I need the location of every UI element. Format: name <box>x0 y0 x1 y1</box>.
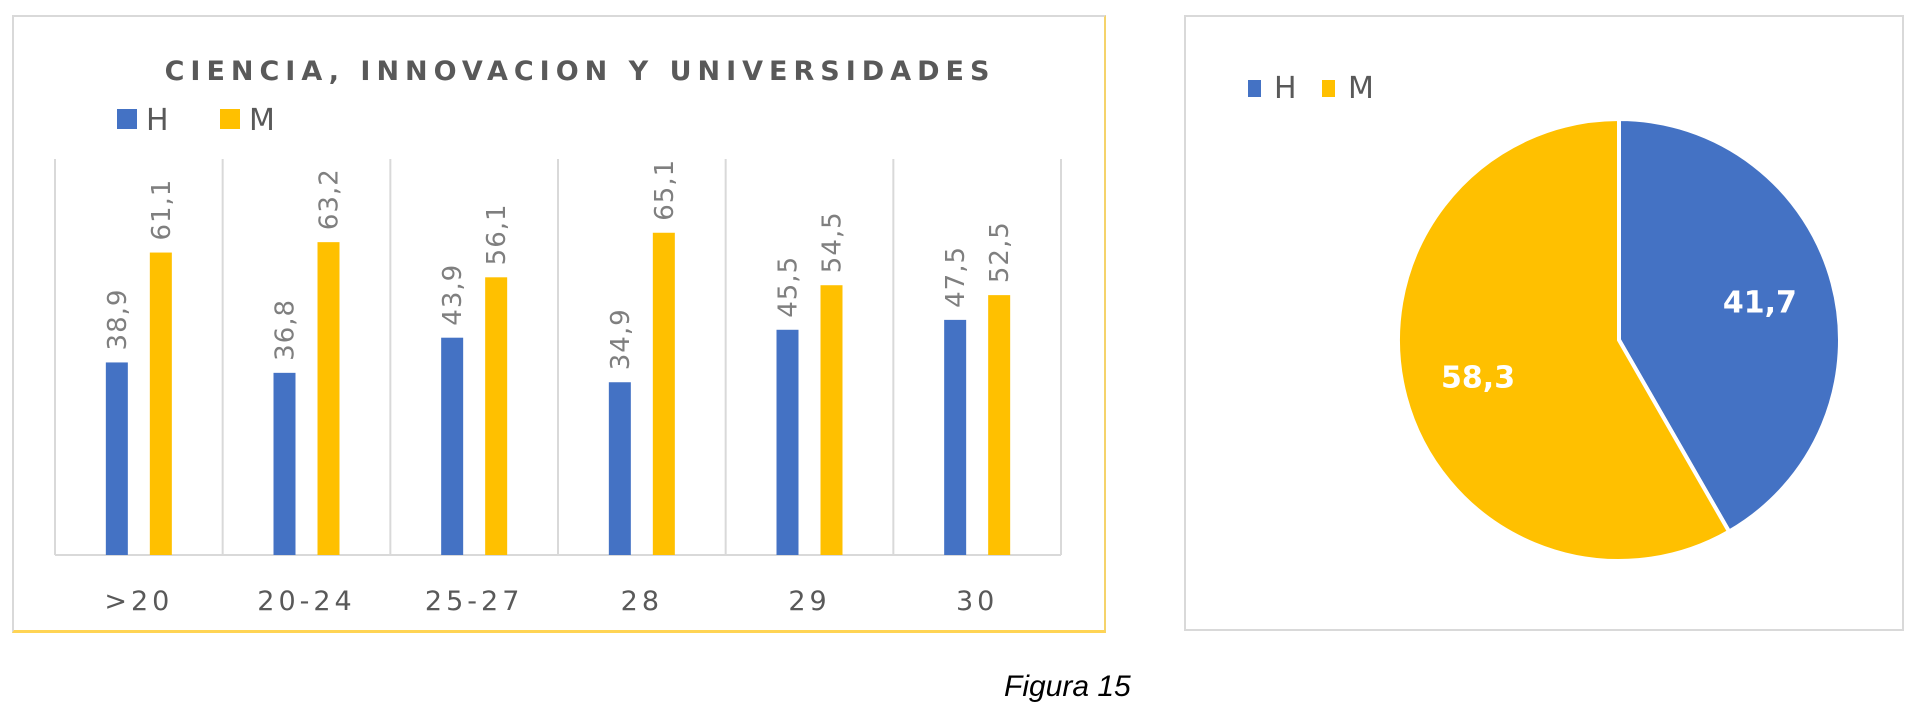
data-label: 34,9 <box>606 308 636 370</box>
bar-h-1 <box>273 372 296 555</box>
bar-h-5 <box>944 319 967 555</box>
pie-slice-h <box>1617 116 1842 535</box>
x-tick-label: 20-24 <box>257 586 355 617</box>
bar-h-3 <box>608 382 631 555</box>
data-label: 56,1 <box>482 203 512 265</box>
legend-label-h: H <box>146 103 169 138</box>
bar-legend: H M <box>117 103 275 138</box>
legend-label-m: M <box>249 103 275 138</box>
pie-legend-label-h: H <box>1274 71 1297 106</box>
data-label: 45,5 <box>774 256 804 318</box>
x-tick-label: >20 <box>104 586 173 617</box>
bar-m-0 <box>149 252 172 555</box>
bar-chart-title: CIENCIA, INNOVACION Y UNIVERSIDADES <box>165 56 996 87</box>
bar-m-5 <box>988 295 1011 555</box>
bar-h-4 <box>776 329 799 555</box>
x-tick-label: 30 <box>956 586 998 617</box>
pie-legend-swatch-h <box>1248 80 1261 97</box>
data-label: 38,9 <box>103 289 133 351</box>
bar-h-2 <box>441 337 464 555</box>
bar-m-1 <box>317 242 340 555</box>
pie-slice-m <box>1396 116 1732 563</box>
figure-caption: Figura 15 <box>1004 670 1131 703</box>
data-label: 61,1 <box>147 179 177 241</box>
pie-legend-swatch-m <box>1322 80 1335 97</box>
bar-h-0 <box>105 362 128 555</box>
data-label: 65,1 <box>650 159 680 221</box>
data-label: 54,5 <box>818 211 848 273</box>
pie-legend-label-m: M <box>1348 71 1374 106</box>
data-label: 36,8 <box>271 299 301 361</box>
legend-swatch-m <box>220 109 240 129</box>
bar-m-3 <box>652 232 675 555</box>
pie-label: 58,3 <box>1441 361 1515 396</box>
data-label: 52,5 <box>985 221 1015 283</box>
data-label: 47,5 <box>941 246 971 308</box>
x-tick-label: 29 <box>788 586 830 617</box>
data-label: 43,9 <box>438 264 468 326</box>
x-tick-label: 28 <box>621 586 663 617</box>
bar-m-4 <box>820 285 843 555</box>
bar-m-2 <box>485 277 508 555</box>
x-tick-label: 25-27 <box>425 586 523 617</box>
pie-label: 41,7 <box>1723 285 1797 320</box>
pie-legend: H M <box>1248 71 1374 106</box>
data-label: 63,2 <box>315 168 345 230</box>
legend-swatch-h <box>117 109 137 129</box>
